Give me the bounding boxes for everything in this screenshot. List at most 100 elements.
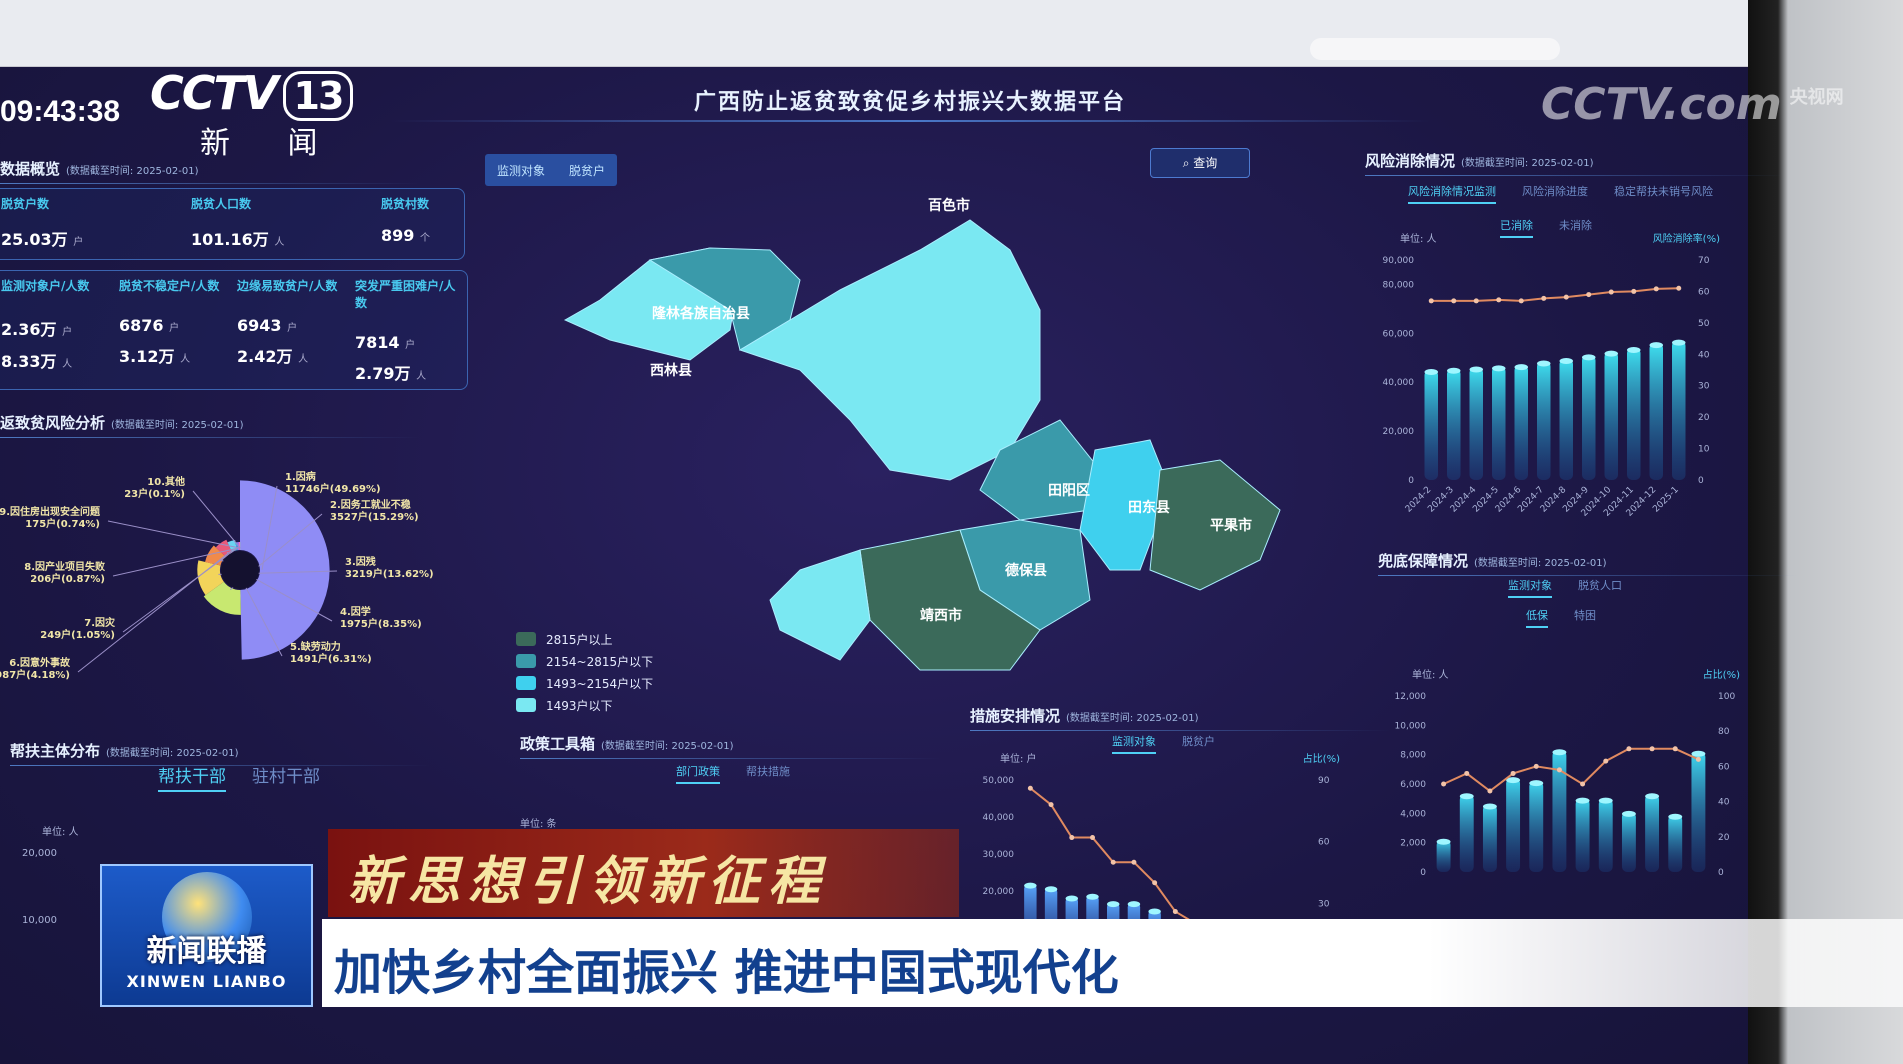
bar-cap bbox=[1529, 780, 1544, 787]
leader-line bbox=[261, 485, 278, 570]
bar-cap bbox=[1649, 342, 1663, 349]
tab-measures[interactable]: 帮扶措施 bbox=[746, 765, 790, 778]
region-jingxi[interactable] bbox=[859, 529, 1041, 671]
tab[interactable]: 监测对象 bbox=[1508, 577, 1552, 598]
stat-label: 边缘易致贫户/人数 bbox=[237, 279, 338, 293]
legend-label: 2815户以上 bbox=[546, 632, 613, 647]
slice-value: 1975户(8.35%) bbox=[340, 617, 422, 630]
rate-point bbox=[1608, 289, 1614, 295]
region-napo[interactable] bbox=[769, 549, 871, 661]
region-pingguo[interactable] bbox=[1149, 459, 1281, 591]
bar bbox=[1559, 359, 1573, 480]
stat-unit: 人 bbox=[274, 237, 285, 248]
chart2-date: (数据截至时间: 2025-02-01) bbox=[1474, 558, 1607, 569]
rate-point bbox=[1649, 746, 1655, 752]
search-label: 查询 bbox=[1193, 156, 1218, 170]
slice-value: 249户(1.05%) bbox=[40, 628, 115, 641]
rate-point bbox=[1110, 859, 1116, 865]
address-bar[interactable] bbox=[1310, 38, 1560, 60]
y-tick: 30,000 bbox=[983, 850, 1015, 860]
bar-cap bbox=[1024, 882, 1037, 889]
legend-item[interactable]: 1493~2154户以下 bbox=[516, 672, 653, 694]
y2-tick: 20 bbox=[1698, 413, 1710, 423]
stat-unit: 户 bbox=[169, 323, 180, 334]
region-north[interactable] bbox=[738, 219, 1041, 481]
dashboard-title: 广西防止返贫致贫促乡村振兴大数据平台 bbox=[693, 90, 1126, 115]
tab[interactable]: 风险消除情况监测 bbox=[1408, 183, 1496, 204]
y2-axis-label: 占比(%) bbox=[1703, 668, 1740, 681]
risk-header: 返致贫风险分析 (数据截至时间: 2025-02-01) bbox=[0, 412, 420, 438]
region-label: 德保县 bbox=[1005, 562, 1047, 579]
y2-tick: 40 bbox=[1718, 798, 1730, 808]
search-button[interactable]: ⌕ 查询 bbox=[1150, 148, 1250, 178]
bar-cap bbox=[1424, 369, 1438, 375]
subtab[interactable]: 低保 bbox=[1526, 607, 1548, 628]
policy-tabs: 部门政策 帮扶措施 bbox=[676, 760, 816, 784]
bar bbox=[1672, 340, 1686, 480]
support-ytick: 20,000 bbox=[22, 848, 57, 859]
y2-tick: 80 bbox=[1718, 727, 1730, 737]
chart2-title: 兜底保障情况 bbox=[1378, 552, 1469, 570]
region-label: 西林县 bbox=[650, 362, 692, 379]
risk-title: 返致贫风险分析 bbox=[0, 414, 106, 432]
bar-cap bbox=[1552, 749, 1567, 756]
tab[interactable]: 风险消除进度 bbox=[1522, 185, 1588, 198]
policy-date: (数据截至时间: 2025-02-01) bbox=[601, 741, 734, 752]
legend-item[interactable]: 1493户以下 bbox=[516, 694, 653, 716]
tab[interactable]: 脱贫户 bbox=[1182, 735, 1215, 748]
subtab[interactable]: 已消除 bbox=[1500, 217, 1533, 238]
slice-value: 3219户(13.62%) bbox=[345, 567, 434, 580]
rate-point bbox=[1152, 880, 1158, 886]
region-longlin[interactable] bbox=[648, 247, 801, 351]
rate-point bbox=[1533, 763, 1539, 769]
y-tick: 0 bbox=[1408, 476, 1414, 486]
rate-line bbox=[1431, 287, 1679, 302]
tab[interactable]: 脱贫人口 bbox=[1578, 579, 1622, 592]
chart2-tabs: 监测对象 脱贫人口 bbox=[1508, 574, 1648, 598]
bar-cap bbox=[1598, 797, 1613, 804]
bar bbox=[1604, 351, 1618, 480]
subtab[interactable]: 特困 bbox=[1574, 609, 1596, 622]
bar bbox=[1044, 887, 1058, 920]
slice-label: 8.因产业项目失败 bbox=[24, 560, 105, 573]
stat-group: 脱贫不稳定户/人数 6876 户 3.12万 人 bbox=[119, 277, 231, 367]
legend-item[interactable]: 2154~2815户以下 bbox=[516, 650, 653, 672]
stat-unit: 户 bbox=[62, 327, 73, 338]
y2-tick: 0 bbox=[1698, 476, 1704, 486]
rate-point bbox=[1069, 835, 1075, 841]
stat-unit: 人 bbox=[298, 354, 309, 365]
tab[interactable]: 稳定帮扶未销号风险 bbox=[1614, 185, 1713, 198]
overview-row1: 脱贫户数 25.03万 户 脱贫人口数 101.16万 人 脱贫村数 899 个 bbox=[0, 188, 465, 260]
overview-date: (数据截至时间: 2025-02-01) bbox=[66, 166, 199, 177]
y2-tick: 20 bbox=[1718, 833, 1730, 843]
stat-unit: 个 bbox=[419, 233, 430, 244]
y2-axis-label: 风险消除率(%) bbox=[1653, 232, 1720, 245]
tab-monitored[interactable]: 监测对象 bbox=[497, 163, 546, 178]
bar bbox=[1065, 896, 1078, 920]
y-tick: 8,000 bbox=[1400, 751, 1426, 761]
legend-item[interactable]: 2815户以上 bbox=[516, 628, 653, 650]
browser-tab[interactable] bbox=[20, 4, 36, 24]
chart1-title: 风险消除情况 bbox=[1365, 152, 1456, 170]
slice-label: 1.因病 bbox=[285, 470, 316, 483]
slice-label: 5.缺劳动力 bbox=[290, 640, 341, 653]
stat-value: 6943 bbox=[237, 316, 282, 335]
stat-label: 突发严重困难户/人数 bbox=[355, 279, 456, 310]
tab-cadres[interactable]: 帮扶干部 bbox=[158, 762, 226, 792]
rate-point bbox=[1518, 298, 1524, 304]
stat-label: 脱贫不稳定户/人数 bbox=[119, 279, 220, 293]
rate-point bbox=[1541, 295, 1547, 301]
tab-village-cadres[interactable]: 驻村干部 bbox=[252, 767, 320, 787]
tab[interactable]: 监测对象 bbox=[1112, 733, 1156, 754]
rate-point bbox=[1676, 285, 1682, 291]
y2-tick: 30 bbox=[1318, 899, 1330, 909]
subtab[interactable]: 未消除 bbox=[1559, 219, 1592, 232]
tab-households[interactable]: 脱贫户 bbox=[569, 163, 606, 178]
headline-banner: 加快乡村全面振兴 推进中国式现代化 bbox=[322, 919, 1903, 1007]
donut-hole bbox=[221, 551, 259, 589]
bar-cap bbox=[1645, 793, 1660, 800]
legend-label: 2154~2815户以下 bbox=[546, 654, 654, 669]
tab-dept-policy[interactable]: 部门政策 bbox=[676, 763, 720, 784]
chart2-header: 兜底保障情况 (数据截至时间: 2025-02-01) bbox=[1378, 550, 1798, 576]
y2-tick: 40 bbox=[1698, 350, 1710, 360]
